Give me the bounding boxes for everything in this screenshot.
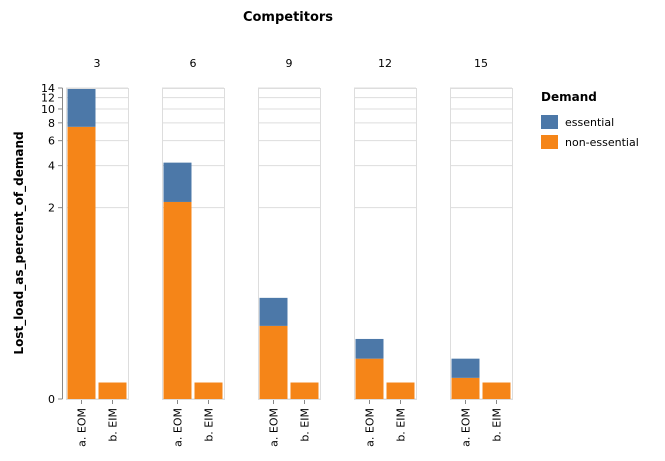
facet-panel-9: 9 a. EOM b. EIM (258, 57, 321, 447)
facet-label: 3 (94, 57, 101, 70)
bar-non-essential (355, 358, 384, 399)
legend-label: essential (565, 116, 614, 129)
legend-label: non-essential (565, 136, 639, 149)
facet-label: 6 (190, 57, 197, 70)
panel-frame (66, 88, 129, 400)
x-tick-label: a. EOM (172, 408, 185, 447)
x-tick-label: b. EIM (299, 408, 312, 442)
legend: Demand essential non-essential (541, 90, 639, 149)
bar-essential (355, 338, 384, 359)
facet-panel-12: 12 a. EOM b. EIM (354, 57, 417, 447)
chart-title: Competitors (243, 10, 333, 25)
legend-title: Demand (541, 90, 597, 104)
facet-label: 15 (474, 57, 488, 70)
bar-essential (163, 162, 192, 202)
panel-frame (258, 88, 321, 400)
x-tick-label: a. EOM (76, 408, 89, 447)
x-tick-label: b. EIM (395, 408, 408, 442)
x-tick-label: b. EIM (107, 408, 120, 442)
facet-label: 12 (378, 57, 392, 70)
facet-panel-15: 15 a. EOM b. EIM (450, 57, 513, 447)
y-tick-label: 0 (48, 393, 55, 406)
y-tick-label: 6 (48, 135, 55, 148)
y-tick-label: 14 (41, 82, 55, 95)
y-tick-label: 12 (41, 92, 55, 105)
bar-essential (259, 297, 288, 326)
panel-frame (450, 88, 513, 400)
bar-essential (451, 358, 480, 378)
bar-non-essential (290, 382, 319, 399)
bar-non-essential (98, 382, 127, 399)
panel-frame (162, 88, 225, 400)
x-tick-label: b. EIM (203, 408, 216, 442)
legend-swatch-essential (541, 115, 558, 129)
x-tick-label: a. EOM (460, 408, 473, 447)
bar-non-essential (194, 382, 223, 399)
x-tick-label: a. EOM (268, 408, 281, 447)
facet-panel-3: 3 a. EOM b. EIM (66, 57, 129, 447)
bar-non-essential (259, 325, 288, 399)
facet-label: 9 (286, 57, 293, 70)
bar-essential (67, 88, 96, 127)
x-tick-label: a. EOM (364, 408, 377, 447)
bar-non-essential (67, 126, 96, 399)
bar-non-essential (451, 377, 480, 399)
y-tick-label: 4 (48, 160, 55, 173)
y-tick-label: 10 (41, 103, 55, 116)
bar-non-essential (386, 382, 415, 399)
y-axis-title: Lost_load_as_percent_of_demand (12, 131, 27, 354)
legend-swatch-non-essential (541, 135, 558, 149)
y-tick-label: 8 (48, 117, 55, 130)
bar-non-essential (163, 201, 192, 399)
facet-panel-6: 6 a. EOM b. EIM (162, 57, 225, 447)
panel-frame (354, 88, 417, 400)
bar-non-essential (482, 382, 511, 399)
y-tick-label: 2 (48, 202, 55, 215)
x-tick-label: b. EIM (491, 408, 504, 442)
